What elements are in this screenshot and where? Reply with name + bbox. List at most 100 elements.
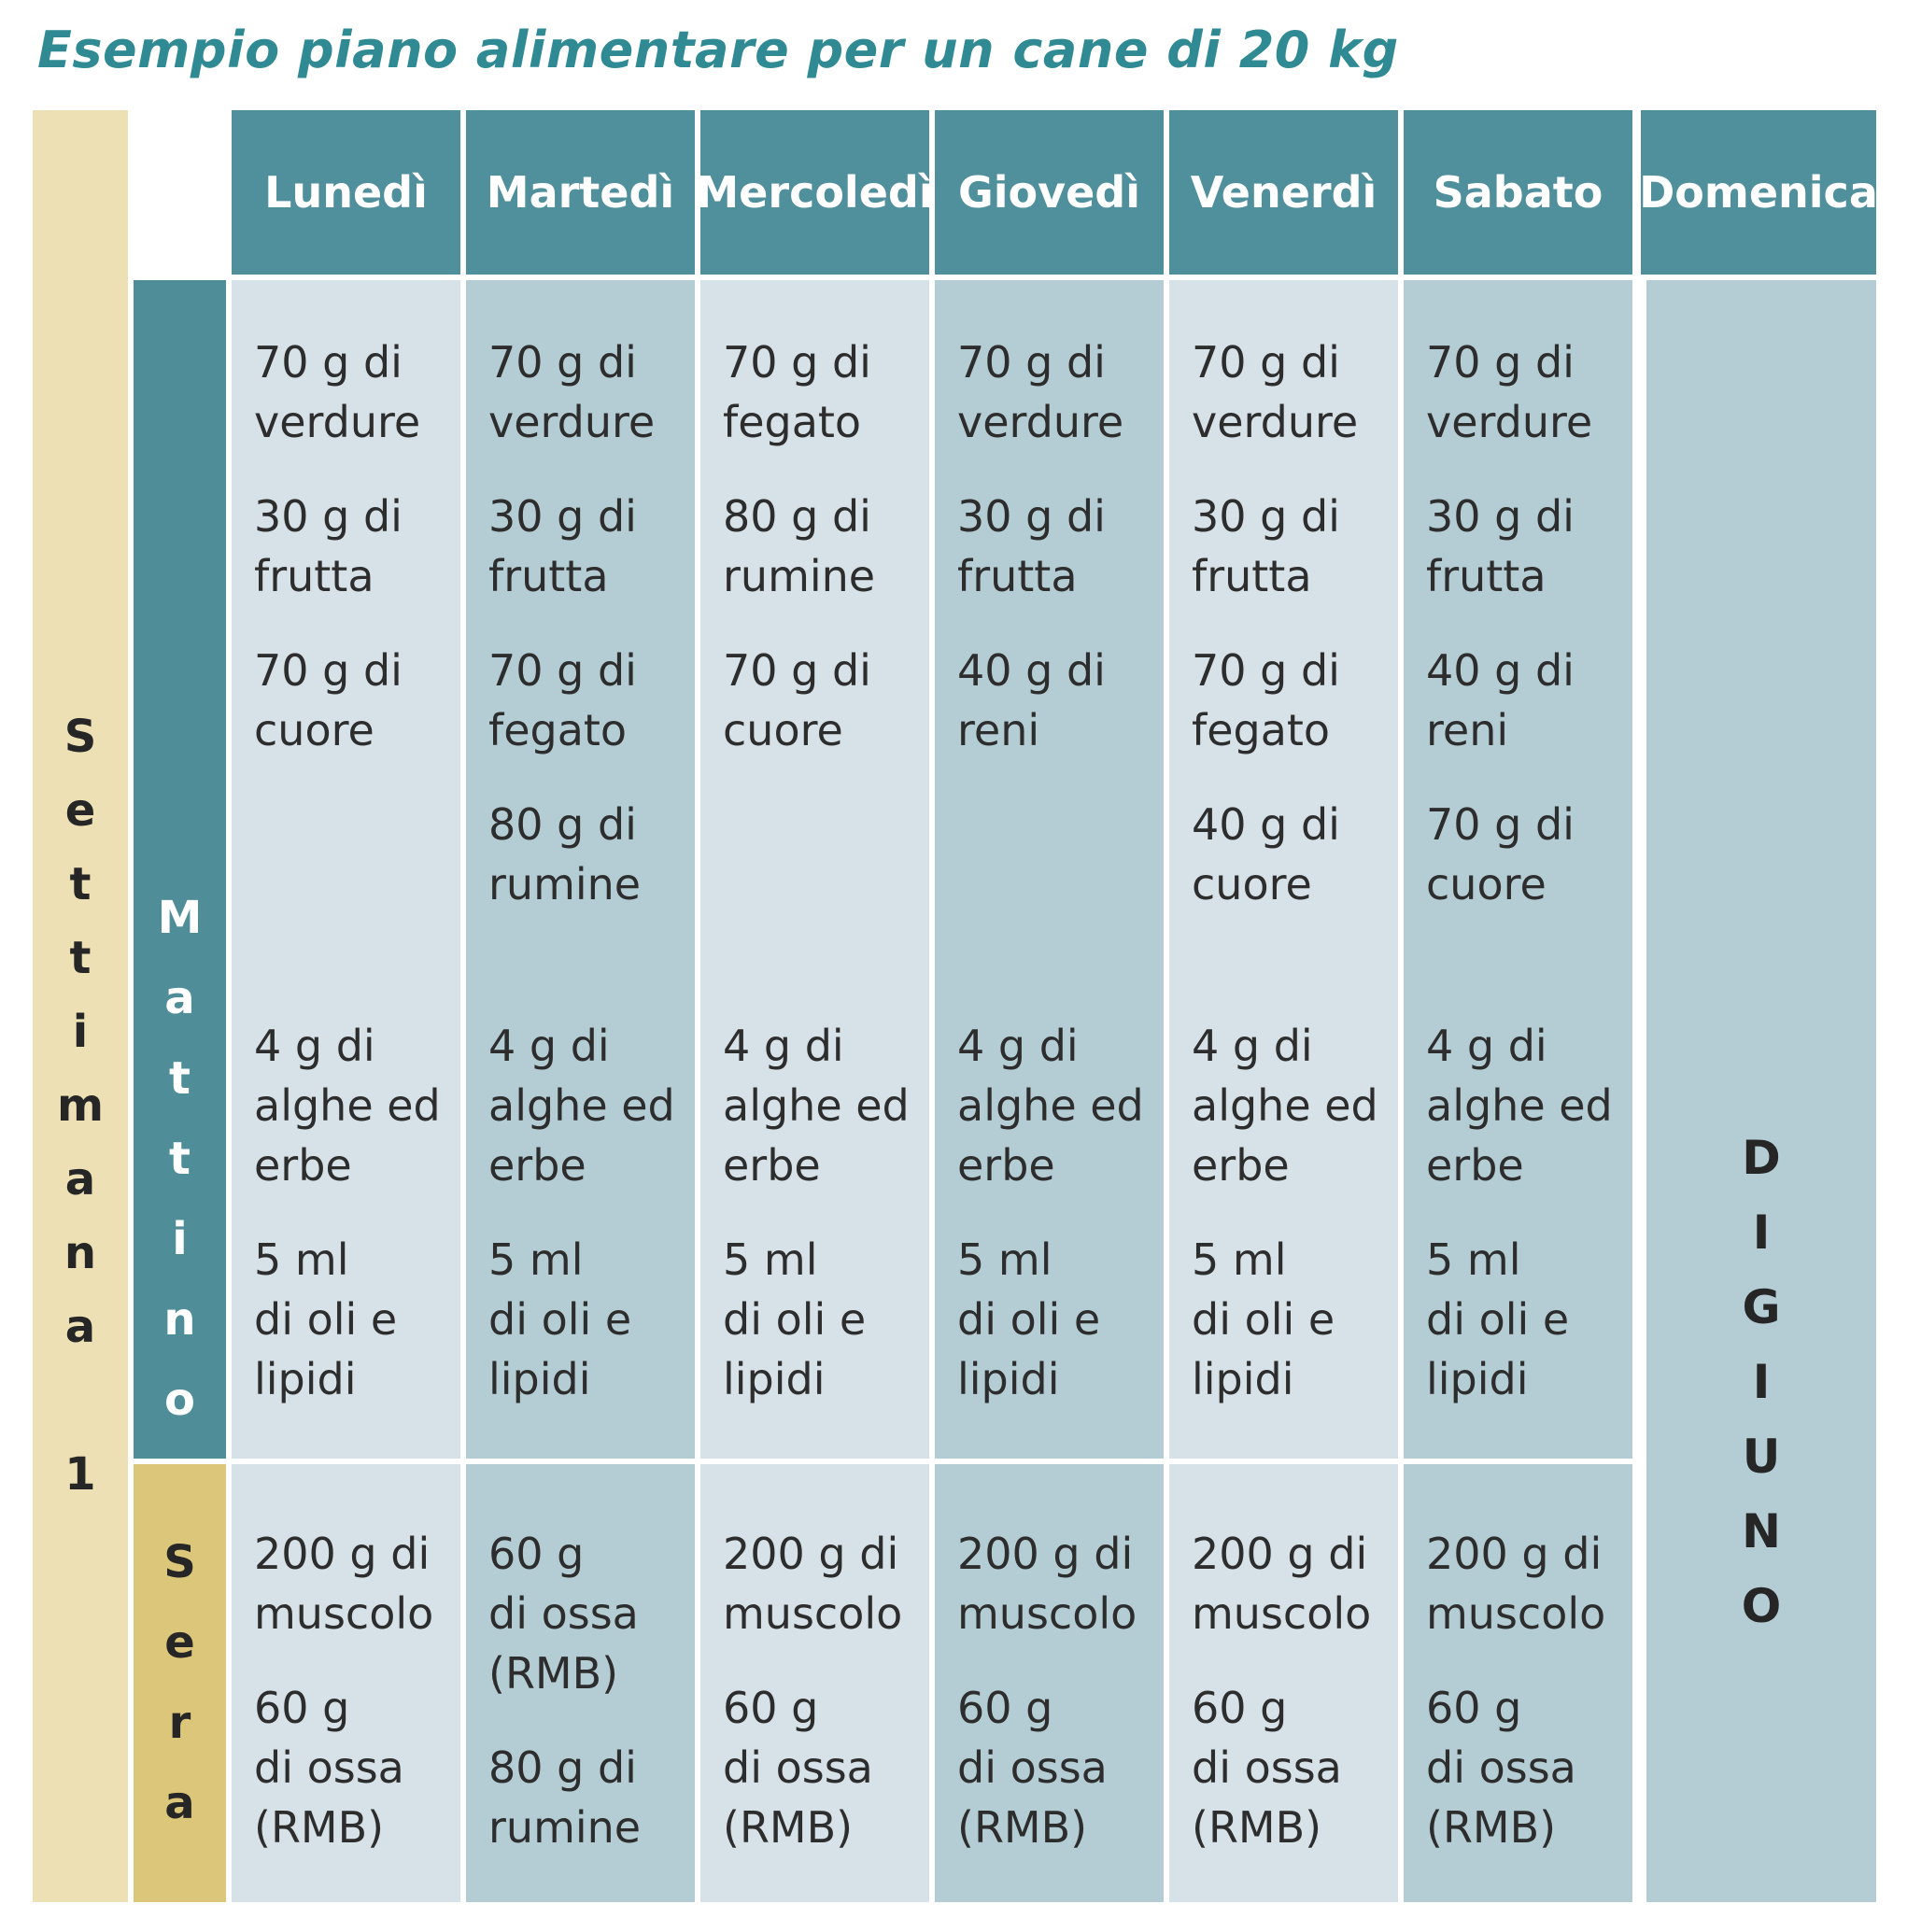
week-letter: i xyxy=(72,1006,89,1058)
mattino-main-foods: 70 g di verdure 30 g di frutta 70 g di fegato… xyxy=(1192,332,1358,949)
food-item: 60 g di ossa (RMB) xyxy=(1426,1678,1605,1857)
food-item-line: 70 g di xyxy=(723,337,871,388)
food-item-line: erbe xyxy=(957,1140,1055,1191)
food-item-line: di ossa xyxy=(957,1742,1108,1793)
food-item-line: 80 g di xyxy=(488,1742,637,1793)
food-item: 200 g di muscolo xyxy=(957,1524,1137,1643)
mattino-cell: 70 g di verdure 30 g di frutta 70 g di fegato… xyxy=(1169,280,1398,1459)
food-item: 4 g di alghe ed erbe xyxy=(254,1016,441,1195)
food-item-line: alghe ed xyxy=(1426,1080,1613,1131)
mattino-letter: t xyxy=(169,1052,191,1105)
digiuno-letter: G xyxy=(1742,1280,1781,1334)
food-item: 60 g di ossa (RMB) xyxy=(957,1678,1137,1857)
food-item-line: 200 g di xyxy=(254,1529,431,1579)
food-item-line: cuore xyxy=(254,705,374,755)
food-item-line: 40 g di xyxy=(957,645,1106,696)
food-item-line: frutta xyxy=(254,551,374,601)
mattino-letter: o xyxy=(164,1374,195,1426)
food-item: 4 g di alghe ed erbe xyxy=(957,1016,1144,1195)
sera-cell: 200 g di muscolo 60 g di ossa (RMB) xyxy=(1404,1464,1632,1902)
sera-foods: 200 g di muscolo 60 g di ossa (RMB) xyxy=(723,1524,902,1892)
food-item-line: 5 ml xyxy=(254,1234,349,1285)
food-item-line: 200 g di xyxy=(1426,1529,1603,1579)
digiuno-letter: U xyxy=(1742,1430,1781,1484)
week-letter: a xyxy=(64,1153,96,1206)
food-item: 30 g di frutta xyxy=(957,487,1123,606)
mattino-letter: n xyxy=(163,1293,196,1346)
sera-foods: 60 g di ossa (RMB) 80 g di rumine xyxy=(488,1524,641,1892)
food-item-line: erbe xyxy=(723,1140,821,1191)
food-item-line: rumine xyxy=(488,1802,642,1853)
food-item-line: 200 g di xyxy=(723,1529,899,1579)
food-item-line: muscolo xyxy=(1192,1588,1372,1639)
food-item-line: 60 g xyxy=(254,1683,350,1733)
week-letter: 1 xyxy=(64,1448,96,1501)
mattino-supplements: 4 g di alghe ed erbe 5 ml di oli e lipidi xyxy=(723,1016,910,1444)
sera-letter: r xyxy=(168,1697,191,1749)
food-item: 30 g di frutta xyxy=(1426,487,1592,606)
food-item-line: 70 g di xyxy=(488,645,637,696)
mattino-cell: 70 g di verdure 30 g di frutta 40 g di reni 70… xyxy=(1404,280,1632,1459)
food-item-line: 30 g di xyxy=(488,491,637,542)
food-item: 4 g di alghe ed erbe xyxy=(1192,1016,1378,1195)
mattino-letter: t xyxy=(169,1133,191,1185)
food-item-line: 70 g di xyxy=(1192,645,1340,696)
food-item-line: 4 g di xyxy=(254,1021,375,1071)
sera-letter: a xyxy=(164,1777,195,1829)
food-item: 5 ml di oli e lipidi xyxy=(488,1230,675,1409)
food-item: 70 g di verdure xyxy=(488,332,655,452)
food-item-line: 4 g di xyxy=(1426,1021,1547,1071)
food-item-line: muscolo xyxy=(254,1588,434,1639)
food-item-line: 5 ml xyxy=(723,1234,818,1285)
week-letter: S xyxy=(64,711,97,763)
day-header: Venerdì xyxy=(1169,110,1398,275)
mattino-main-foods: 70 g di verdure 30 g di frutta 70 g di fegato… xyxy=(488,332,655,949)
food-item-line: 60 g xyxy=(1426,1683,1522,1733)
food-item-line: rumine xyxy=(723,551,876,601)
food-item-line: muscolo xyxy=(1426,1588,1606,1639)
mattino-main-foods: 70 g di fegato 80 g di rumine 70 g di cuore xyxy=(723,332,875,795)
food-item-line: 200 g di xyxy=(1192,1529,1368,1579)
food-item-line: di oli e xyxy=(723,1294,867,1345)
mattino-letter: a xyxy=(164,972,195,1024)
food-item-line: di ossa xyxy=(488,1588,639,1639)
food-item-line: 60 g xyxy=(1192,1683,1288,1733)
day-header: Lunedì xyxy=(232,110,460,275)
food-item-line: lipidi xyxy=(488,1354,591,1404)
food-item-line: di ossa xyxy=(254,1742,404,1793)
food-item: 70 g di verdure xyxy=(957,332,1123,452)
food-item-line: 70 g di xyxy=(1426,337,1575,388)
food-item: 4 g di alghe ed erbe xyxy=(723,1016,910,1195)
food-item-line: alghe ed xyxy=(723,1080,910,1131)
food-item-line: 4 g di xyxy=(723,1021,844,1071)
food-item: 70 g di cuore xyxy=(1426,795,1592,914)
food-item-line: rumine xyxy=(488,859,642,910)
food-item-line: 5 ml xyxy=(1426,1234,1521,1285)
food-item-line: 30 g di xyxy=(1192,491,1340,542)
food-item: 70 g di fegato xyxy=(488,641,655,760)
food-item-line: 40 g di xyxy=(1426,645,1575,696)
food-item-line: 40 g di xyxy=(1192,799,1340,850)
food-item-line: di oli e xyxy=(957,1294,1101,1345)
week-letter xyxy=(33,1364,128,1438)
food-item-line: alghe ed xyxy=(1192,1080,1378,1131)
food-item-line: 80 g di xyxy=(723,491,871,542)
food-item: 5 ml di oli e lipidi xyxy=(723,1230,910,1409)
day-header: Sabato xyxy=(1404,110,1632,275)
mattino-supplements: 4 g di alghe ed erbe 5 ml di oli e lipidi xyxy=(957,1016,1144,1444)
food-item-line: lipidi xyxy=(957,1354,1060,1404)
food-item: 200 g di muscolo xyxy=(1192,1524,1371,1643)
food-item-line: 30 g di xyxy=(254,491,403,542)
sera-cell: 200 g di muscolo 60 g di ossa (RMB) xyxy=(232,1464,460,1902)
day-header: Giovedì xyxy=(935,110,1164,275)
food-item-line: muscolo xyxy=(723,1588,903,1639)
week-letter: t xyxy=(69,932,92,984)
mattino-cell: 70 g di verdure 30 g di frutta 40 g di reni 4 … xyxy=(935,280,1164,1459)
food-item-line: 60 g xyxy=(723,1683,819,1733)
digiuno-letter: I xyxy=(1752,1206,1771,1260)
food-item-line: 70 g di xyxy=(488,337,637,388)
food-item: 30 g di frutta xyxy=(488,487,655,606)
food-item-line: fegato xyxy=(723,397,862,447)
